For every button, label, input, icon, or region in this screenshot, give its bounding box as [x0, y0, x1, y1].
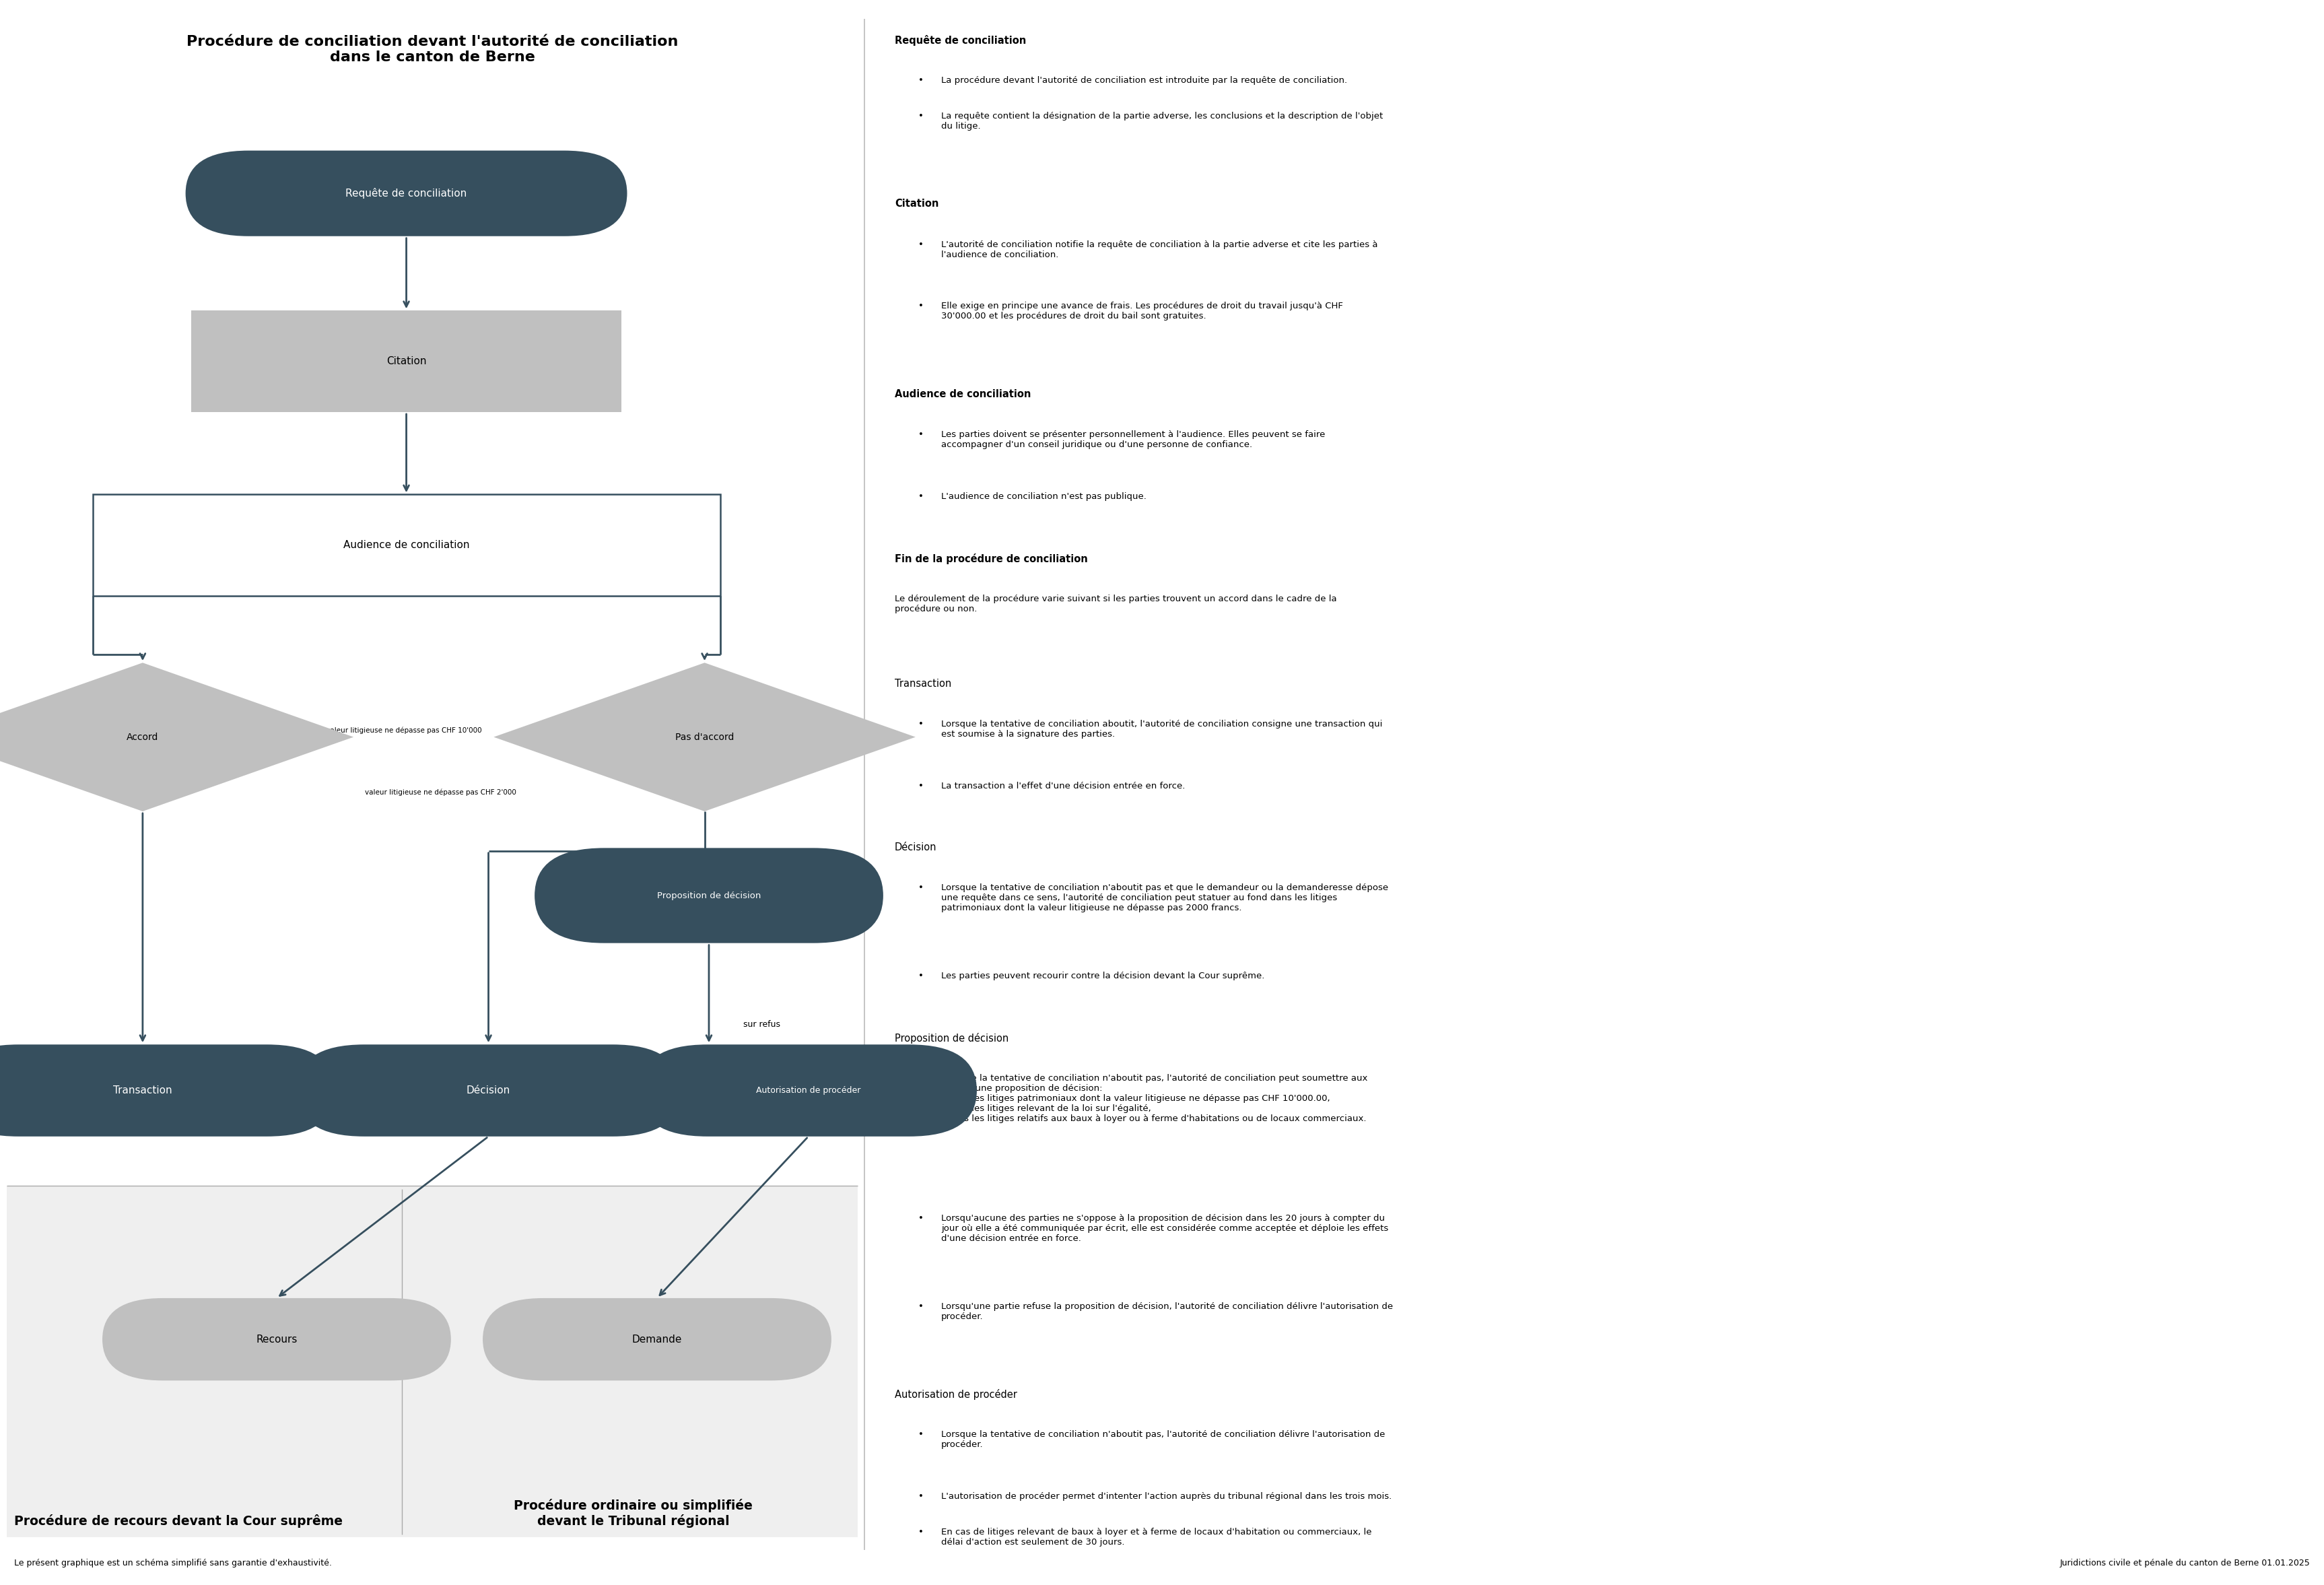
- Text: Proposition de décision: Proposition de décision: [895, 1033, 1009, 1043]
- FancyBboxPatch shape: [102, 1298, 451, 1381]
- Text: Requête de conciliation: Requête de conciliation: [895, 35, 1027, 46]
- FancyBboxPatch shape: [7, 1186, 858, 1537]
- Text: Juridictions civile et pénale du canton de Berne 01.01.2025: Juridictions civile et pénale du canton …: [2059, 1558, 2310, 1568]
- FancyBboxPatch shape: [191, 311, 621, 412]
- Text: Procédure ordinaire ou simplifiée
devant le Tribunal régional: Procédure ordinaire ou simplifiée devant…: [514, 1499, 753, 1528]
- FancyBboxPatch shape: [297, 1045, 681, 1136]
- Text: •: •: [918, 493, 923, 501]
- Text: •: •: [918, 720, 923, 729]
- Text: •: •: [918, 303, 923, 311]
- Text: Autorisation de procéder: Autorisation de procéder: [755, 1086, 860, 1095]
- Text: •: •: [918, 239, 923, 249]
- Text: Procédure de recours devant la Cour suprême: Procédure de recours devant la Cour supr…: [14, 1515, 342, 1528]
- Polygon shape: [0, 663, 353, 812]
- Text: Lorsque la tentative de conciliation n'aboutit pas, l'autorité de conciliation p: Lorsque la tentative de conciliation n'a…: [941, 1075, 1367, 1124]
- Text: •: •: [918, 1528, 923, 1537]
- Text: Audience de conciliation: Audience de conciliation: [344, 540, 469, 550]
- Text: Demande: Demande: [632, 1335, 681, 1344]
- Text: Transaction: Transaction: [114, 1086, 172, 1095]
- Text: •: •: [918, 1431, 923, 1439]
- Text: La transaction a l'effet d'une décision entrée en force.: La transaction a l'effet d'une décision …: [941, 781, 1185, 791]
- Text: entre autres valeur litigieuse ne dépasse pas CHF 10'000: entre autres valeur litigieuse ne dépass…: [281, 728, 481, 734]
- FancyBboxPatch shape: [483, 1298, 832, 1381]
- Text: Fin de la procédure de conciliation: Fin de la procédure de conciliation: [895, 553, 1088, 564]
- Text: •: •: [918, 76, 923, 86]
- Text: Lorsqu'une partie refuse la proposition de décision, l'autorité de conciliation : Lorsqu'une partie refuse la proposition …: [941, 1303, 1392, 1320]
- Text: •: •: [918, 1075, 923, 1083]
- Text: Lorsqu'aucune des parties ne s'oppose à la proposition de décision dans les 20 j: Lorsqu'aucune des parties ne s'oppose à …: [941, 1214, 1387, 1243]
- Text: Le présent graphique est un schéma simplifié sans garantie d'exhaustivité.: Le présent graphique est un schéma simpl…: [14, 1558, 332, 1568]
- Text: Accord: Accord: [128, 732, 158, 742]
- Text: valeur litigieuse ne dépasse pas CHF 2'000: valeur litigieuse ne dépasse pas CHF 2'0…: [365, 789, 516, 796]
- Text: Décision: Décision: [467, 1086, 511, 1095]
- Text: Requête de conciliation: Requête de conciliation: [346, 189, 467, 198]
- Text: •: •: [918, 972, 923, 981]
- Text: Elle exige en principe une avance de frais. Les procédures de droit du travail j: Elle exige en principe une avance de fra…: [941, 303, 1343, 320]
- Text: Lorsque la tentative de conciliation n'aboutit pas, l'autorité de conciliation d: Lorsque la tentative de conciliation n'a…: [941, 1431, 1385, 1449]
- Text: •: •: [918, 781, 923, 791]
- Text: Procédure de conciliation devant l'autorité de conciliation
dans le canton de Be: Procédure de conciliation devant l'autor…: [186, 35, 679, 63]
- Text: Les parties doivent se présenter personnellement à l'audience. Elles peuvent se : Les parties doivent se présenter personn…: [941, 431, 1325, 449]
- Text: L'audience de conciliation n'est pas publique.: L'audience de conciliation n'est pas pub…: [941, 493, 1146, 501]
- Text: Proposition de décision: Proposition de décision: [658, 891, 760, 900]
- Text: •: •: [918, 1214, 923, 1224]
- Text: Citation: Citation: [895, 200, 939, 209]
- Text: Citation: Citation: [386, 357, 425, 366]
- Text: •: •: [918, 111, 923, 120]
- Text: L'autorisation de procéder permet d'intenter l'action auprès du tribunal régiona: L'autorisation de procéder permet d'inte…: [941, 1493, 1392, 1501]
- Text: Pas d'accord: Pas d'accord: [676, 732, 734, 742]
- Text: Décision: Décision: [895, 843, 937, 853]
- FancyBboxPatch shape: [186, 151, 627, 236]
- Text: •: •: [918, 1493, 923, 1501]
- Text: Lorsque la tentative de conciliation aboutit, l'autorité de conciliation consign: Lorsque la tentative de conciliation abo…: [941, 720, 1383, 739]
- FancyBboxPatch shape: [535, 848, 883, 943]
- Text: La requête contient la désignation de la partie adverse, les conclusions et la d: La requête contient la désignation de la…: [941, 111, 1383, 130]
- FancyBboxPatch shape: [0, 1045, 335, 1136]
- Text: sur refus: sur refus: [744, 1019, 781, 1029]
- Text: L'autorité de conciliation notifie la requête de conciliation à la partie advers: L'autorité de conciliation notifie la re…: [941, 239, 1378, 258]
- Text: Recours: Recours: [256, 1335, 297, 1344]
- Text: Audience de conciliation: Audience de conciliation: [895, 390, 1032, 399]
- Text: La procédure devant l'autorité de conciliation est introduite par la requête de : La procédure devant l'autorité de concil…: [941, 76, 1348, 86]
- Text: Lorsque la tentative de conciliation n'aboutit pas et que le demandeur ou la dem: Lorsque la tentative de conciliation n'a…: [941, 884, 1387, 913]
- Text: •: •: [918, 1303, 923, 1311]
- Text: Transaction: Transaction: [895, 678, 951, 688]
- FancyBboxPatch shape: [93, 495, 720, 596]
- Text: •: •: [918, 884, 923, 892]
- Text: Le déroulement de la procédure varie suivant si les parties trouvent un accord d: Le déroulement de la procédure varie sui…: [895, 594, 1336, 613]
- FancyBboxPatch shape: [639, 1045, 976, 1136]
- Text: •: •: [918, 431, 923, 439]
- Text: En cas de litiges relevant de baux à loyer et à ferme de locaux d'habitation ou : En cas de litiges relevant de baux à loy…: [941, 1528, 1371, 1547]
- Text: Autorisation de procéder: Autorisation de procéder: [895, 1390, 1018, 1400]
- Text: Les parties peuvent recourir contre la décision devant la Cour suprême.: Les parties peuvent recourir contre la d…: [941, 972, 1264, 981]
- Polygon shape: [493, 663, 916, 812]
